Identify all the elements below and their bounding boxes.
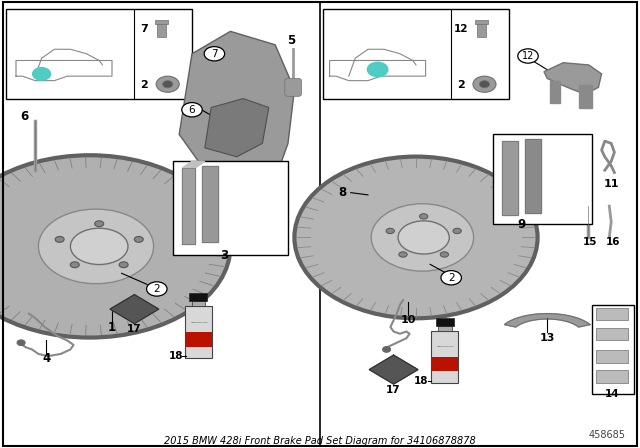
Polygon shape bbox=[182, 161, 205, 168]
Text: 18: 18 bbox=[414, 376, 428, 386]
Text: 8: 8 bbox=[339, 186, 346, 199]
Text: 2015 BMW 428i Front Brake Pad Set Diagram for 34106878878: 2015 BMW 428i Front Brake Pad Set Diagra… bbox=[164, 436, 476, 446]
Polygon shape bbox=[544, 63, 602, 94]
Circle shape bbox=[182, 103, 202, 117]
Bar bbox=[477, 23, 486, 37]
Circle shape bbox=[156, 76, 179, 92]
Ellipse shape bbox=[294, 157, 538, 318]
Polygon shape bbox=[182, 168, 195, 244]
Bar bbox=[592, 305, 634, 394]
Text: 4: 4 bbox=[42, 352, 50, 365]
Ellipse shape bbox=[453, 228, 461, 233]
Ellipse shape bbox=[398, 221, 449, 254]
Polygon shape bbox=[525, 139, 541, 213]
Circle shape bbox=[383, 347, 390, 352]
Ellipse shape bbox=[134, 237, 143, 242]
Text: 17: 17 bbox=[387, 385, 401, 395]
Bar bbox=[493, 134, 592, 224]
Text: 10: 10 bbox=[401, 315, 416, 325]
Text: 16: 16 bbox=[606, 237, 620, 247]
FancyBboxPatch shape bbox=[285, 78, 301, 96]
Text: 13: 13 bbox=[540, 333, 555, 343]
Bar bbox=[185, 332, 212, 347]
Polygon shape bbox=[502, 141, 518, 215]
Circle shape bbox=[204, 47, 225, 61]
Text: 2: 2 bbox=[154, 284, 160, 294]
Polygon shape bbox=[579, 85, 592, 108]
Text: 11: 11 bbox=[604, 179, 619, 189]
Circle shape bbox=[473, 76, 496, 92]
Text: 7: 7 bbox=[211, 49, 218, 59]
Circle shape bbox=[163, 81, 173, 88]
Text: 2: 2 bbox=[448, 273, 454, 283]
Text: 17: 17 bbox=[127, 324, 141, 334]
Circle shape bbox=[367, 62, 388, 77]
Bar bbox=[323, 9, 509, 99]
Polygon shape bbox=[202, 166, 218, 242]
Text: 7: 7 bbox=[140, 24, 148, 34]
Text: 18: 18 bbox=[169, 351, 183, 361]
Polygon shape bbox=[110, 295, 159, 323]
Text: 6: 6 bbox=[189, 105, 195, 115]
Bar bbox=[475, 20, 488, 24]
Text: ───────: ─────── bbox=[436, 345, 454, 349]
Bar bbox=[6, 9, 192, 99]
Bar bbox=[596, 328, 628, 340]
Ellipse shape bbox=[70, 228, 128, 264]
Text: 3: 3 bbox=[220, 249, 228, 262]
Bar bbox=[173, 161, 288, 255]
Circle shape bbox=[17, 340, 25, 345]
Text: 1: 1 bbox=[108, 320, 116, 334]
Bar bbox=[438, 326, 452, 331]
Polygon shape bbox=[205, 99, 269, 157]
Bar bbox=[185, 306, 212, 358]
Bar bbox=[155, 20, 168, 24]
Bar bbox=[596, 350, 628, 363]
Text: 5: 5 bbox=[287, 34, 295, 47]
Bar bbox=[596, 308, 628, 320]
Circle shape bbox=[33, 68, 51, 80]
Text: ───────: ─────── bbox=[189, 321, 207, 325]
Polygon shape bbox=[179, 31, 294, 188]
Circle shape bbox=[441, 271, 461, 285]
Circle shape bbox=[479, 81, 490, 88]
Circle shape bbox=[147, 282, 167, 296]
Text: 458685: 458685 bbox=[589, 430, 626, 440]
Text: 6: 6 bbox=[20, 110, 28, 123]
Ellipse shape bbox=[420, 214, 428, 219]
Ellipse shape bbox=[70, 262, 79, 267]
Bar bbox=[431, 331, 458, 383]
Text: 12: 12 bbox=[522, 51, 534, 61]
Bar bbox=[431, 357, 458, 371]
Polygon shape bbox=[550, 81, 560, 103]
Polygon shape bbox=[504, 314, 590, 327]
Ellipse shape bbox=[386, 228, 394, 233]
Bar bbox=[436, 318, 454, 326]
Bar bbox=[189, 293, 207, 301]
Text: 14: 14 bbox=[605, 389, 620, 399]
Ellipse shape bbox=[371, 204, 474, 271]
Ellipse shape bbox=[399, 252, 407, 257]
Ellipse shape bbox=[0, 155, 230, 338]
Ellipse shape bbox=[38, 209, 154, 284]
Text: 12: 12 bbox=[454, 24, 468, 34]
Ellipse shape bbox=[95, 221, 104, 227]
Polygon shape bbox=[369, 355, 418, 384]
Ellipse shape bbox=[119, 262, 128, 267]
Bar bbox=[157, 23, 166, 37]
Text: 15: 15 bbox=[583, 237, 597, 247]
Ellipse shape bbox=[55, 237, 64, 242]
Ellipse shape bbox=[440, 252, 449, 257]
Circle shape bbox=[518, 49, 538, 63]
Bar bbox=[192, 301, 205, 306]
Text: 9: 9 bbox=[518, 217, 525, 231]
Text: 2: 2 bbox=[140, 80, 148, 90]
Text: 2: 2 bbox=[457, 80, 465, 90]
Bar bbox=[596, 370, 628, 383]
